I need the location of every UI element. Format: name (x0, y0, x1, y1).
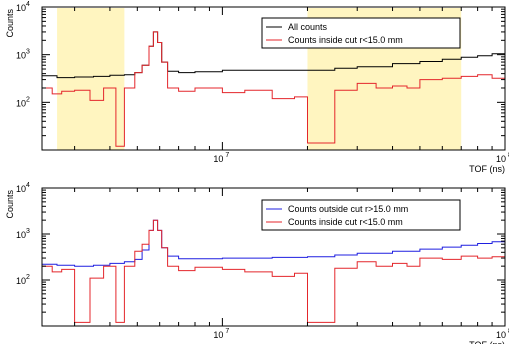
legend-label: Counts inside cut r<15.0 mm (288, 35, 403, 45)
chart-panel-2: 102103104107108CountsTOF (ns)Counts outs… (5, 182, 509, 344)
y-tick-label: 10 (16, 51, 26, 61)
chart-panel-1: 102103104107108CountsTOF (ns)All countsC… (5, 1, 509, 174)
y-tick-label: 10 (16, 230, 26, 240)
legend-label: Counts inside cut r<15.0 mm (288, 217, 403, 227)
legend-label: Counts outside cut r>15.0 mm (288, 204, 408, 214)
x-tick-label-exponent: 7 (225, 152, 229, 159)
legend-label: All counts (288, 22, 328, 32)
y-tick-label-exponent: 3 (26, 49, 30, 56)
y-tick-label: 10 (16, 98, 26, 108)
series-line-2 (42, 219, 505, 323)
x-axis-label: TOF (ns) (469, 164, 505, 174)
highlight-band-1 (57, 8, 125, 150)
x-axis-label: TOF (ns) (469, 340, 505, 344)
y-tick-label-exponent: 2 (26, 96, 30, 103)
legend-box (261, 17, 461, 49)
x-tick-label: 10 (213, 330, 223, 340)
y-tick-label-exponent: 4 (26, 182, 30, 189)
series-line-1 (42, 31, 505, 79)
legend-box (261, 199, 461, 231)
x-tick-label: 10 (496, 154, 506, 164)
x-tick-label: 10 (496, 330, 506, 340)
series-line-2 (42, 31, 505, 147)
y-tick-label: 10 (16, 184, 26, 194)
y-tick-label: 10 (16, 3, 26, 13)
legend: All counts Counts inside cut r<15.0 mm (261, 17, 461, 49)
x-tick-label: 10 (213, 154, 223, 164)
y-tick-label-exponent: 3 (26, 228, 30, 235)
y-axis-label: Counts (5, 190, 15, 219)
plot-frame (41, 187, 506, 327)
series-line-1 (42, 219, 505, 267)
y-tick-label-exponent: 2 (26, 274, 30, 281)
y-tick-label-exponent: 4 (26, 1, 30, 8)
y-axis-label: Counts (5, 9, 15, 38)
x-tick-label-exponent: 7 (225, 328, 229, 335)
y-tick-label: 10 (16, 276, 26, 286)
plot-frame (41, 6, 506, 151)
legend: Counts outside cut r>15.0 mm Counts insid… (261, 199, 461, 231)
